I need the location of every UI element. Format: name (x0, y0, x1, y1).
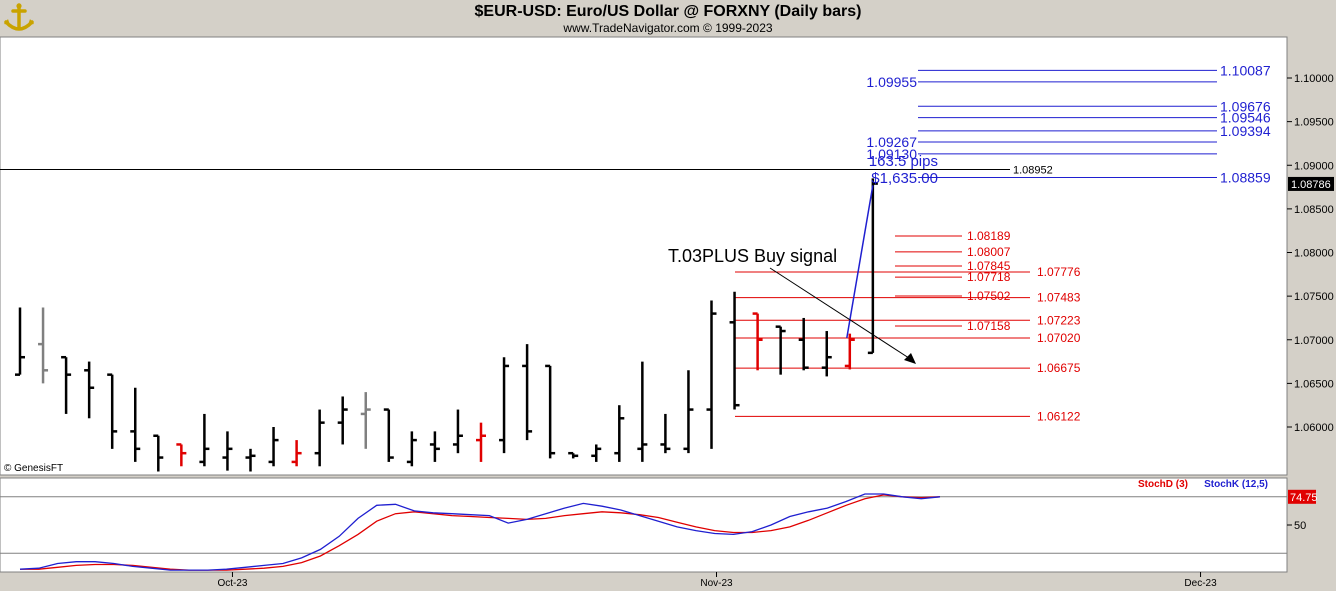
stoch-last-tag (1288, 489, 1316, 504)
blue-level-label: 1.09955 (866, 74, 917, 90)
ohlc-bar (429, 431, 440, 462)
ohlc-bar (867, 178, 878, 355)
ohlc-bar (591, 444, 602, 462)
signal-arrow-head (904, 353, 916, 364)
ohlc-bar (383, 408, 394, 462)
y-tick-label: 1.06500 (1294, 378, 1334, 390)
red-level-label: 1.08007 (967, 245, 1011, 259)
ohlc-bar (153, 434, 164, 472)
ohlc-bar (775, 325, 786, 375)
ohlc-bar (476, 422, 486, 462)
ohlc-bar (176, 443, 187, 467)
y-tick-label: 1.07000 (1294, 335, 1334, 347)
black-level-label: 1.08952 (1013, 164, 1053, 176)
ohlc-bar (821, 331, 832, 377)
gain-connector-line (846, 185, 874, 339)
red-level-label: 1.07718 (967, 270, 1011, 284)
ohlc-bar (844, 333, 855, 370)
stoch-series-line (19, 493, 941, 571)
y-tick-label: 1.07500 (1294, 291, 1334, 303)
ohlc-bar (499, 357, 510, 454)
ohlc-bar (406, 431, 417, 467)
red-level-label: 1.07020 (1037, 331, 1081, 345)
red-level-label: 1.07158 (967, 319, 1011, 333)
y-tick-label: 1.09000 (1294, 160, 1334, 172)
ohlc-bar (84, 361, 95, 419)
red-level-label: 1.07502 (967, 289, 1011, 303)
x-tick-label: Dec-23 (1184, 578, 1217, 589)
red-level-label: 1.06122 (1037, 409, 1081, 423)
red-level-label: 1.08189 (967, 229, 1011, 243)
ohlc-bar (660, 413, 671, 454)
ohlc-bar (222, 431, 233, 471)
stoch-series-line (20, 494, 941, 571)
blue-level-label: 1.09267 (866, 134, 917, 150)
pips-annotation-text: 163.5 pips (869, 153, 938, 170)
ohlc-bar (729, 291, 740, 410)
ohlc-bar (245, 448, 256, 472)
blue-level-label: 1.09676 (1220, 98, 1271, 114)
last-price-label: 1.08786 (1291, 179, 1331, 191)
ohlc-bar (38, 307, 49, 384)
stochastic-panel (0, 477, 1288, 573)
ohlc-bar (637, 361, 648, 462)
ohlc-bar (706, 300, 717, 449)
ohlc-bar (337, 396, 348, 445)
signal-annotation-text: T.03PLUS Buy signal (668, 246, 837, 266)
stoch-last-label: 74.75 (1290, 492, 1318, 504)
chart-subtitle: www.TradeNavigator.com © 1999-2023 (563, 21, 773, 35)
ohlc-bar (107, 373, 118, 449)
legend-stochk: StochK (12,5) (1204, 479, 1268, 490)
red-level-label: 1.06675 (1037, 361, 1081, 375)
red-level-label: 1.07845 (967, 259, 1011, 273)
ohlc-bar (15, 307, 25, 376)
y-tick-label: 1.09500 (1294, 117, 1334, 129)
ohlc-bar (360, 392, 371, 449)
chart-title: $EUR-USD: Euro/US Dollar @ FORXNY (Daily… (474, 3, 862, 20)
ohlc-bar (752, 312, 763, 371)
ohlc-bar (199, 413, 210, 467)
red-level-label: 1.07223 (1037, 313, 1081, 327)
chart-header: $EUR-USD: Euro/US Dollar @ FORXNY (Daily… (0, 0, 1336, 36)
red-level-label: 1.07776 (1037, 265, 1081, 279)
ohlc-bar (268, 427, 279, 467)
y-tick-label: 1.08000 (1294, 248, 1334, 260)
last-price-tag (1288, 176, 1334, 191)
ohlc-bar (545, 364, 556, 459)
blue-level-label: 1.10087 (1220, 62, 1271, 78)
signal-arrow-line (769, 267, 913, 361)
ohlc-bar (61, 355, 72, 414)
x-tick-label: Nov-23 (700, 578, 733, 589)
anchor-logo-icon (2, 2, 36, 34)
ohlc-bar (614, 405, 625, 462)
blue-level-label: 1.09130 (866, 146, 917, 162)
ohlc-bar (130, 387, 141, 462)
x-tick-label: Oct-23 (217, 578, 247, 589)
ohlc-bar (568, 451, 579, 459)
blue-level-label: 1.08859 (1220, 170, 1271, 186)
y-tick-label: 1.08500 (1294, 204, 1334, 216)
dollar-annotation-text: $1,635.00 (871, 170, 938, 187)
blue-level-label: 1.09394 (1220, 123, 1271, 139)
watermark: © GenesisFT (4, 463, 63, 474)
red-level-label: 1.07483 (1037, 291, 1081, 305)
ohlc-bar (798, 317, 809, 371)
blue-level-label: 1.09546 (1220, 110, 1271, 126)
ohlc-bar (291, 440, 302, 467)
y-tick-label: 1.10000 (1294, 73, 1334, 85)
ohlc-bar (683, 370, 694, 454)
ohlc-bar (452, 409, 463, 454)
stoch-y-tick-label: 50 (1294, 520, 1306, 532)
ohlc-bar (522, 344, 533, 441)
legend-stochd: StochD (3) (1138, 479, 1188, 490)
ohlc-bar (314, 409, 325, 467)
y-tick-label: 1.06000 (1294, 422, 1334, 434)
